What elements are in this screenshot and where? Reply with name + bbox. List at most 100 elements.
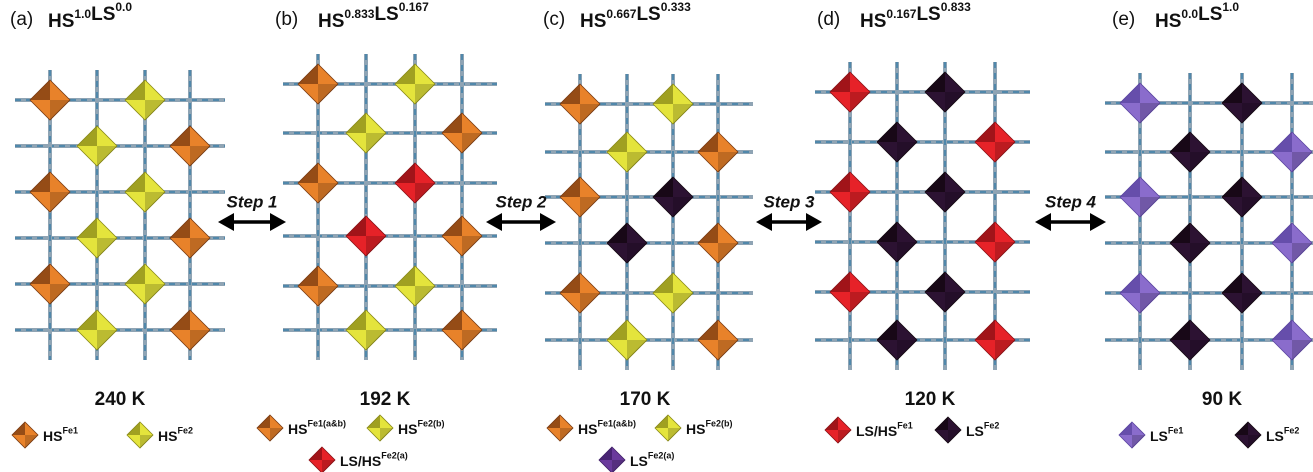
octahedron-shade (668, 428, 681, 441)
fe-octahedron (1120, 83, 1160, 123)
superscript: Fe1(a&b) (307, 419, 346, 429)
octahedron-shade (1292, 340, 1312, 360)
octahedron-shade (145, 100, 165, 120)
octahedron-shade (462, 133, 482, 153)
fe-octahedron (395, 266, 435, 306)
fe-octahedron (607, 320, 647, 360)
fe-octahedron (170, 126, 210, 166)
octahedron-shade (547, 415, 560, 428)
fe-octahedron (346, 310, 386, 350)
octahedron-shade (367, 415, 380, 428)
temperature: 240 K (95, 389, 146, 410)
fe-octahedron (1222, 83, 1262, 123)
octahedron-shade (673, 104, 693, 124)
octahedron-shade (366, 236, 386, 256)
fe-octahedron (298, 163, 338, 203)
octahedron-shade (346, 216, 366, 236)
formula-sup: 0.833 (344, 7, 374, 21)
base-text: HS (398, 421, 417, 437)
octahedron-shade (97, 330, 117, 350)
octahedron-shade (415, 84, 435, 104)
octahedron-shade (1190, 340, 1210, 360)
octahedron-shade (975, 222, 995, 242)
octahedron-shade (1242, 197, 1262, 217)
legend-swatch (547, 415, 573, 441)
octahedron-shade (1222, 273, 1242, 293)
octahedron-shade (346, 113, 366, 133)
octahedron-shade (1292, 152, 1312, 172)
octahedron-shade (560, 428, 573, 441)
octahedron-shade (718, 152, 738, 172)
octahedron-shade (322, 460, 335, 472)
fe-octahedron (560, 177, 600, 217)
panel-formula: HS0.167LS0.833 (860, 0, 971, 32)
panel-formula: HS1.0LS0.0 (48, 0, 132, 32)
formula-sup: 0.0 (1181, 7, 1198, 21)
figure: (a)HS1.0LS0.0240 KHSFe1HSFe2(b)HS0.833LS… (0, 0, 1313, 472)
formula-base: LS (1198, 4, 1222, 25)
fe-octahedron (346, 216, 386, 256)
fe-octahedron (77, 218, 117, 258)
octahedron-shade (935, 417, 948, 430)
octahedron-shade (925, 272, 945, 292)
octahedron-shade (560, 273, 580, 293)
octahedron-shade (627, 152, 647, 172)
arrow-head (218, 213, 234, 231)
formula-sup: 0.167 (399, 0, 429, 14)
temperature: 120 K (905, 389, 956, 410)
fe-octahedron (975, 320, 1015, 360)
octahedron-shade (1222, 83, 1242, 103)
panel-label: (d) (817, 9, 840, 30)
octahedron-shade (462, 236, 482, 256)
fe-octahedron (125, 172, 165, 212)
legend-swatch (127, 422, 153, 448)
octahedron-shade (395, 163, 415, 183)
base-text: LS/HS (340, 453, 381, 469)
base-text: HS (578, 421, 597, 437)
octahedron-shade (1292, 243, 1312, 263)
fe-octahedron (30, 264, 70, 304)
octahedron-shade (830, 272, 850, 292)
octahedron-shade (462, 330, 482, 350)
octahedron-shade (190, 330, 210, 350)
octahedron-shade (627, 243, 647, 263)
octahedron-shade (270, 428, 283, 441)
octahedron-shade (653, 177, 673, 197)
panel-label: (b) (275, 9, 298, 30)
panel-label: (a) (10, 9, 33, 30)
base-text: LS (966, 423, 984, 439)
formula-sup: 0.0 (115, 0, 132, 14)
octahedron-shade (627, 340, 647, 360)
fe-octahedron (830, 72, 870, 112)
octahedron-shade (77, 218, 97, 238)
fe-octahedron (698, 223, 738, 263)
octahedron-shade (366, 330, 386, 350)
formula: LS/HSFe2(a) (340, 451, 408, 469)
formula-base: HS (1155, 11, 1181, 32)
octahedron-shade (298, 163, 318, 183)
octahedron-shade (1190, 243, 1210, 263)
fe-octahedron (442, 310, 482, 350)
formula-base: LS (916, 4, 940, 25)
arrow-head (806, 213, 822, 231)
legend-swatch (825, 417, 851, 443)
octahedron-shade (580, 197, 600, 217)
octahedron-shade (77, 310, 97, 330)
octahedron-shade (580, 104, 600, 124)
octahedron-shade (945, 292, 965, 312)
legend-swatch (1235, 422, 1261, 448)
base-text: LS/HS (856, 423, 897, 439)
octahedron-shade (170, 126, 190, 146)
base-text: HS (686, 421, 705, 437)
formula: HSFe1 (43, 426, 78, 444)
octahedron-shade (1242, 293, 1262, 313)
step-label: Step 1 (226, 192, 277, 211)
octahedron-shade (170, 310, 190, 330)
fe-octahedron (30, 172, 70, 212)
fe-octahedron (975, 122, 1015, 162)
superscript: Fe2(a) (648, 451, 675, 461)
fe-octahedron (442, 113, 482, 153)
fe-octahedron (607, 132, 647, 172)
octahedron-shade (1140, 293, 1160, 313)
superscript: Fe2(b) (705, 419, 732, 429)
